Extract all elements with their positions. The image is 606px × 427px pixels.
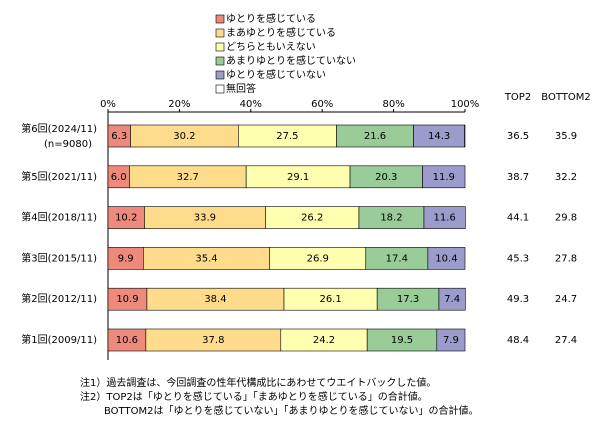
note: BOTTOM2は「ゆとりを感じていない」「あまりゆとりを感じていない」の合計値。 — [104, 404, 478, 417]
value-label: 11.9 — [433, 172, 455, 183]
value-label: 10.4 — [435, 253, 457, 264]
legend-label: ゆとりを感じている — [226, 12, 316, 25]
value-label: 7.9 — [443, 335, 459, 346]
legend-label: まあゆとりを感じている — [226, 26, 336, 39]
value-label: 17.3 — [397, 294, 419, 305]
note: 注1）過去調査は、今回調査の性年代構成比にあわせてウエイトバックした値。 — [80, 376, 436, 389]
bar-segment — [438, 287, 466, 311]
bottom2-value: 24.7 — [555, 294, 577, 305]
value-label: 6.3 — [111, 131, 127, 142]
bottom2-value: 29.8 — [555, 213, 577, 224]
value-label: 9.9 — [118, 253, 134, 264]
legend-swatch — [215, 56, 225, 66]
category-label: 第5回(2021/11) — [21, 170, 97, 183]
value-label: 26.2 — [301, 213, 323, 224]
category-label: 第6回(2024/11) — [21, 122, 97, 135]
value-label: 10.6 — [116, 335, 138, 346]
value-label: 32.7 — [177, 172, 199, 183]
sample-note: (n=9080) — [44, 139, 92, 150]
x-tick-label: 40% — [240, 99, 262, 110]
bar-segment — [423, 206, 466, 229]
x-tick-label: 100% — [451, 99, 480, 110]
bottom2-value: 32.2 — [555, 172, 577, 183]
legend-swatch — [215, 14, 225, 24]
legend-swatch — [215, 28, 225, 38]
value-label: 20.3 — [375, 172, 397, 183]
x-tick-label: 0% — [100, 99, 116, 110]
value-label: 37.8 — [202, 335, 224, 346]
bottom2-value: 27.4 — [555, 335, 577, 346]
value-label: 19.5 — [391, 335, 413, 346]
category-label: 第1回(2009/11) — [21, 333, 97, 346]
value-label: 29.1 — [287, 172, 309, 183]
column-header: TOP2 — [504, 92, 531, 103]
legend-label: ゆとりを感じていない — [226, 68, 326, 81]
value-label: 7.4 — [444, 294, 460, 305]
value-label: 38.4 — [204, 294, 226, 305]
value-label: 35.4 — [195, 253, 217, 264]
bar-segment — [422, 165, 466, 189]
bottom2-value: 27.8 — [555, 253, 577, 264]
value-label: 10.2 — [115, 213, 137, 224]
legend-label: どちらともいえない — [226, 41, 316, 53]
value-label: 26.9 — [307, 253, 329, 264]
value-label: 17.4 — [386, 253, 408, 264]
category-label: 第2回(2012/11) — [21, 292, 97, 305]
legend-label: 無回答 — [226, 82, 256, 95]
top2-value: 45.3 — [507, 253, 529, 264]
value-label: 27.5 — [276, 131, 298, 142]
top2-value: 44.1 — [507, 213, 529, 224]
value-label: 24.2 — [313, 335, 335, 346]
category-label: 第4回(2018/11) — [21, 211, 97, 224]
value-label: 26.1 — [319, 294, 341, 305]
bottom2-value: 35.9 — [555, 131, 577, 142]
top2-value: 49.3 — [507, 294, 529, 305]
top2-value: 48.4 — [507, 335, 529, 346]
value-label: 10.9 — [116, 294, 138, 305]
value-label: 21.6 — [364, 131, 386, 142]
legend-label: あまりゆとりを感じていない — [226, 54, 356, 67]
x-tick-label: 80% — [382, 99, 404, 110]
x-tick-label: 60% — [311, 99, 333, 110]
value-label: 33.9 — [194, 213, 216, 224]
legend-swatch — [215, 84, 225, 94]
bar-segment — [427, 247, 466, 270]
value-label: 14.3 — [428, 131, 450, 142]
legend-swatch — [215, 70, 225, 80]
column-header: BOTTOM2 — [541, 92, 590, 103]
legend-swatch — [215, 42, 225, 52]
bar-segment — [436, 328, 466, 352]
x-tick-label: 20% — [168, 99, 190, 110]
note: 注2）TOP2は「ゆとりを感じている」「まあゆとりを感じている」の合計値。 — [80, 390, 428, 403]
top2-value: 36.5 — [507, 131, 529, 142]
value-label: 11.6 — [434, 213, 456, 224]
top2-value: 38.7 — [507, 172, 529, 183]
value-label: 30.2 — [173, 131, 195, 142]
value-label: 18.2 — [380, 213, 402, 224]
category-label: 第3回(2015/11) — [21, 251, 97, 264]
value-label: 6.0 — [111, 172, 127, 183]
